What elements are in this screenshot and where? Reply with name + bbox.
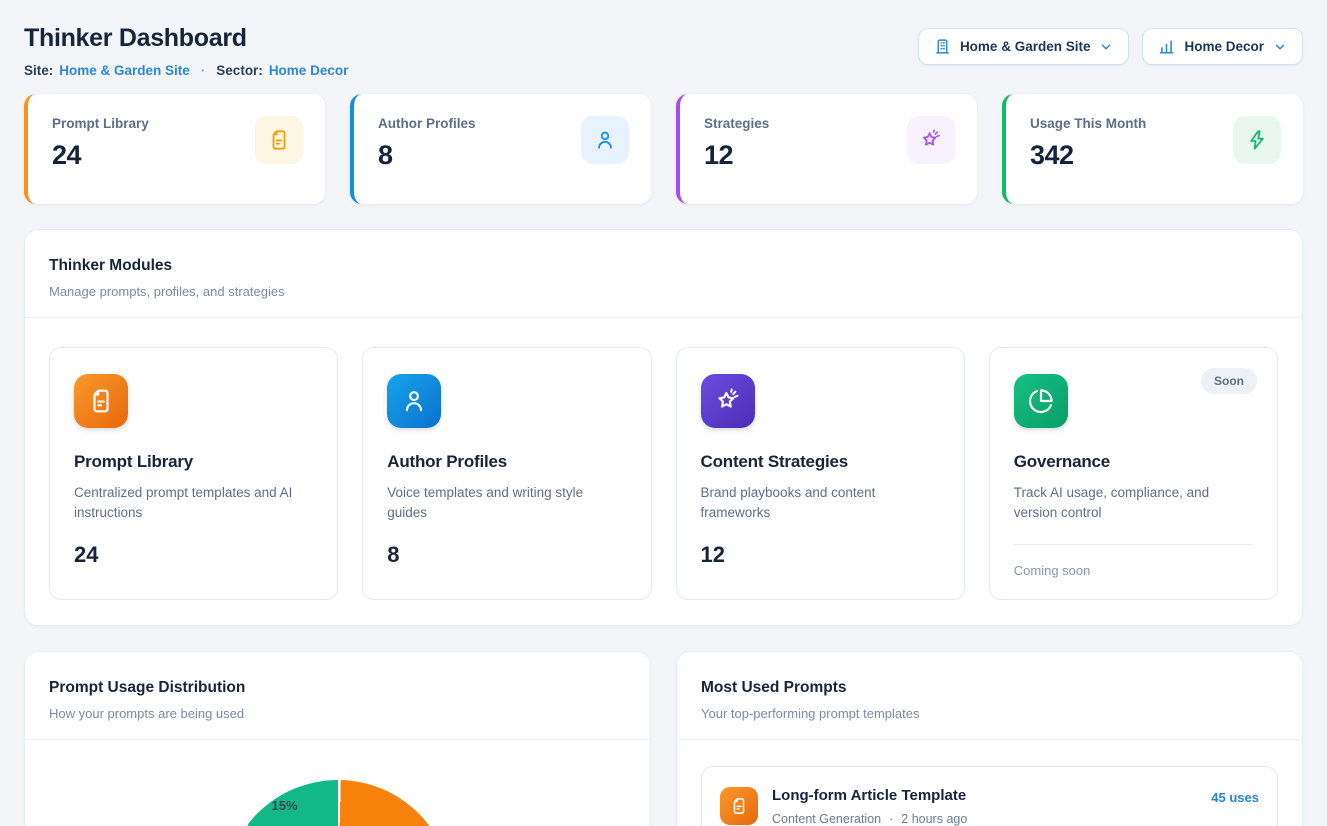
module-title: Content Strategies — [700, 452, 849, 471]
divider — [677, 739, 1302, 740]
prompts-card-title: Most Used Prompts — [701, 679, 847, 696]
usage-card-subtitle: How your prompts are being used — [49, 706, 245, 721]
module-card-prompt-library[interactable]: Prompt Library Centralized prompt templa… — [49, 347, 339, 600]
usage-donut: 15% — [223, 780, 452, 826]
usage-card-header: Prompt Usage Distribution How your promp… — [25, 652, 650, 739]
site-link[interactable]: Home & Garden Site — [59, 63, 190, 78]
stat-label: Strategies — [704, 116, 770, 131]
module-count: 8 — [387, 541, 400, 567]
module-description: Voice templates and writing style guides — [387, 485, 584, 521]
stat-card-usage: Usage This Month 342 — [1002, 94, 1303, 204]
module-card-governance[interactable]: Soon Governance Track AI usage, complian… — [988, 347, 1278, 600]
building-icon — [934, 38, 951, 55]
stat-label: Usage This Month — [1030, 116, 1147, 131]
prompt-item-text: Long-form Article Template Content Gener… — [772, 787, 967, 826]
usage-chart: 15% — [25, 780, 650, 826]
document-icon — [74, 374, 128, 428]
header-buttons: Home & Garden Site Home Decor — [917, 28, 1303, 65]
modules-grid: Prompt Library Centralized prompt templa… — [25, 318, 1302, 625]
stat-value: 8 — [378, 140, 393, 170]
sector-label: Sector: — [216, 63, 263, 78]
modules-panel-title: Thinker Modules — [49, 257, 173, 274]
page-title: Thinker Dashboard — [24, 24, 247, 52]
modules-panel-header: Thinker Modules Manage prompts, profiles… — [25, 230, 1302, 317]
module-card-content-strategies[interactable]: Content Strategies Brand playbooks and c… — [675, 347, 965, 600]
thinker-modules-panel: Thinker Modules Manage prompts, profiles… — [24, 229, 1303, 626]
stat-value: 24 — [52, 140, 82, 170]
module-count: 24 — [74, 541, 99, 567]
document-icon — [720, 787, 758, 825]
usage-card-title: Prompt Usage Distribution — [49, 679, 246, 696]
stat-label: Prompt Library — [52, 116, 149, 131]
stat-value: 12 — [704, 140, 734, 170]
divider — [25, 739, 650, 740]
user-icon — [581, 116, 629, 164]
module-count: 12 — [700, 541, 725, 567]
document-icon — [255, 116, 303, 164]
most-used-prompts-card: Most Used Prompts Your top-performing pr… — [676, 651, 1303, 826]
meta-separator: · — [889, 812, 894, 826]
chevron-down-icon — [1273, 40, 1287, 54]
prompt-item-uses: 45 uses — [1211, 790, 1259, 805]
module-description: Brand playbooks and content frameworks — [700, 485, 876, 521]
prompt-usage-card: Prompt Usage Distribution How your promp… — [24, 651, 651, 826]
prompt-item-time: 2 hours ago — [901, 812, 968, 826]
prompt-item-title: Long-form Article Template — [772, 787, 967, 804]
star-sparkle-icon — [907, 116, 955, 164]
site-selector-button[interactable]: Home & Garden Site — [917, 28, 1130, 65]
module-title: Prompt Library — [74, 452, 194, 471]
pie-chart-icon — [1013, 374, 1068, 428]
breadcrumb-separator: · — [200, 63, 206, 78]
stat-card-author-profiles: Author Profiles 8 — [350, 94, 651, 204]
prompt-list: Long-form Article Template Content Gener… — [677, 740, 1302, 826]
module-title: Governance — [1013, 452, 1111, 471]
prompts-card-header: Most Used Prompts Your top-performing pr… — [677, 652, 1302, 739]
prompt-item-meta: Content Generation · 2 hours ago — [772, 812, 967, 826]
stat-card-prompt-library: Prompt Library 24 — [24, 94, 325, 204]
coming-soon-text: Coming soon — [1013, 562, 1091, 578]
modules-panel-subtitle: Manage prompts, profiles, and strategies — [49, 284, 285, 299]
sector-selector-label: Home Decor — [1184, 39, 1264, 54]
user-icon — [387, 374, 442, 428]
stat-value: 342 — [1030, 140, 1074, 170]
module-description: Centralized prompt templates and AI inst… — [74, 485, 293, 521]
site-label: Site: — [24, 63, 54, 78]
bar-chart-icon — [1158, 38, 1175, 55]
bottom-row: Prompt Usage Distribution How your promp… — [24, 651, 1303, 826]
prompt-list-item[interactable]: Long-form Article Template Content Gener… — [701, 766, 1278, 826]
soon-badge: Soon — [1201, 368, 1257, 394]
site-selector-label: Home & Garden Site — [959, 39, 1091, 54]
sector-selector-button[interactable]: Home Decor — [1142, 28, 1303, 65]
breadcrumb: Site: Home & Garden Site · Sector: Home … — [24, 63, 348, 78]
module-description: Track AI usage, compliance, and version … — [1013, 485, 1210, 521]
chevron-down-icon — [1099, 40, 1113, 54]
prompt-item-category: Content Generation — [772, 812, 882, 826]
header-titles: Thinker Dashboard Site: Home & Garden Si… — [24, 20, 348, 78]
prompts-card-subtitle: Your top-performing prompt templates — [701, 706, 920, 721]
lightning-icon — [1233, 116, 1281, 164]
module-card-author-profiles[interactable]: Author Profiles Voice templates and writ… — [362, 347, 652, 600]
star-sparkle-icon — [700, 374, 755, 428]
stat-card-strategies: Strategies 12 — [676, 94, 977, 204]
stat-label: Author Profiles — [378, 116, 476, 131]
donut-segment-label: 15% — [271, 798, 298, 813]
sector-link[interactable]: Home Decor — [268, 63, 349, 78]
module-title: Author Profiles — [387, 452, 508, 471]
divider — [25, 317, 1302, 318]
page-header: Thinker Dashboard Site: Home & Garden Si… — [24, 20, 1303, 78]
stats-row: Prompt Library 24 Author Profiles 8 Stra… — [24, 94, 1303, 204]
divider — [1013, 543, 1253, 545]
